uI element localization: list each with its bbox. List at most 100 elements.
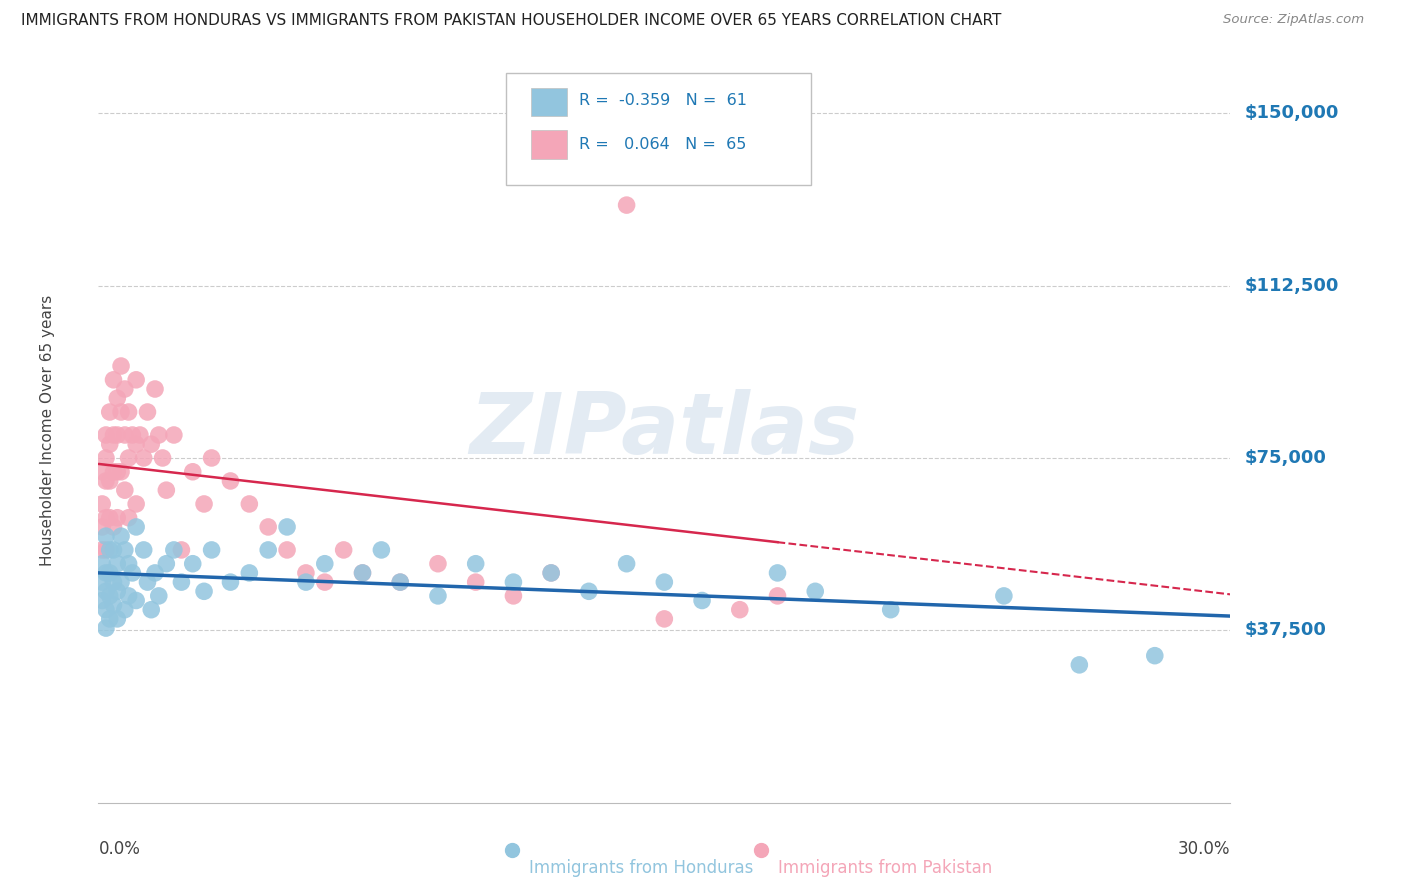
Point [163,543,186,558]
Point [105,612,128,626]
Point [114,428,136,442]
Point [98,474,121,488]
Point [94,584,117,599]
Point [110,529,132,543]
Point [125,373,148,387]
Point [238,497,260,511]
FancyBboxPatch shape [506,73,811,185]
Point [880,603,903,617]
Point [91,465,114,479]
Text: $112,500: $112,500 [1244,277,1339,294]
Point [295,575,318,590]
Point [578,152,600,166]
Point [352,566,374,580]
Point [170,575,193,590]
Point [163,428,186,442]
Point [136,575,159,590]
Point [276,543,298,558]
Point [143,382,166,396]
Point [276,520,298,534]
Point [132,543,155,558]
Point [105,584,128,599]
Point [1143,648,1166,663]
Point [766,589,789,603]
Point [389,575,412,590]
Text: $75,000: $75,000 [1244,449,1326,467]
Point [155,557,177,571]
Point [114,603,136,617]
Point [98,566,121,580]
Point [114,483,136,498]
Point [125,593,148,607]
Point [94,603,117,617]
Text: Source: ZipAtlas.com: Source: ZipAtlas.com [1223,13,1364,27]
Text: R =   0.064   N =  65: R = 0.064 N = 65 [579,136,747,152]
Point [502,589,524,603]
Point [114,543,136,558]
Point [103,598,125,612]
Point [257,543,280,558]
Point [141,437,163,451]
Point [690,593,713,607]
Point [103,373,125,387]
Point [464,575,486,590]
Point [103,465,125,479]
Point [616,557,638,571]
Point [427,589,450,603]
Point [155,483,177,498]
Point [91,520,114,534]
Point [152,450,174,465]
Point [125,437,148,451]
Point [170,543,193,558]
Point [103,520,125,534]
Point [219,575,242,590]
Point [94,450,117,465]
Point [125,497,148,511]
Point [332,543,354,558]
Point [132,450,155,465]
Point [121,566,143,580]
Point [257,520,280,534]
Point [105,510,128,524]
Point [105,391,128,405]
Point [98,437,121,451]
Point [352,566,374,580]
Point [652,612,676,626]
Point [117,450,139,465]
Text: Immigrants from Honduras: Immigrants from Honduras [529,859,752,877]
Point [540,566,562,580]
Point [110,405,132,419]
Point [94,474,117,488]
Point [804,584,827,599]
Point [766,566,789,580]
Point [114,382,136,396]
Point [1069,657,1091,672]
Point [98,612,121,626]
Point [103,543,125,558]
Point [105,557,128,571]
Point [148,589,170,603]
Point [219,474,242,488]
Text: Immigrants from Pakistan: Immigrants from Pakistan [778,859,991,877]
Point [181,465,204,479]
Text: IMMIGRANTS FROM HONDURAS VS IMMIGRANTS FROM PAKISTAN HOUSEHOLDER INCOME OVER 65 : IMMIGRANTS FROM HONDURAS VS IMMIGRANTS F… [21,13,1001,29]
Point [201,543,224,558]
Text: $37,500: $37,500 [1244,622,1326,640]
Text: R =  -0.359   N =  61: R = -0.359 N = 61 [579,93,748,108]
Point [98,510,121,524]
Text: Householder Income Over 65 years: Householder Income Over 65 years [39,294,55,566]
Bar [531,130,567,159]
Text: 0.0%: 0.0% [98,840,141,858]
Point [105,428,128,442]
Point [993,589,1015,603]
Point [110,465,132,479]
Point [295,566,318,580]
Point [652,575,676,590]
Point [94,529,117,543]
Point [314,575,336,590]
Text: $150,000: $150,000 [1244,104,1339,122]
Point [94,543,117,558]
Point [181,557,204,571]
Point [201,450,224,465]
Point [117,510,139,524]
